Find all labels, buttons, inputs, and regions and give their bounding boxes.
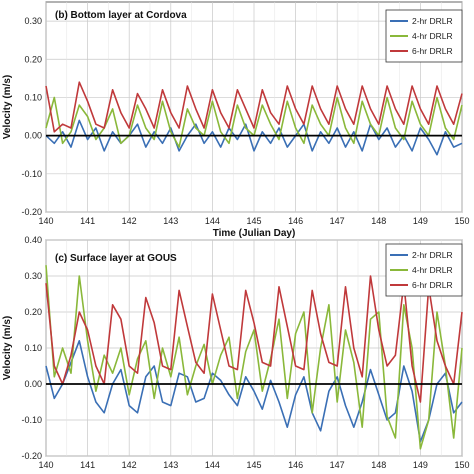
panel2-x-tick-label: 143 xyxy=(163,460,178,470)
panel1-legend-label-3: 6-hr DRLR xyxy=(412,46,453,56)
panel1-legend-box xyxy=(385,9,463,63)
panel2-y-tick-label: -0.10 xyxy=(21,415,42,425)
panel2-x-tick-label: 145 xyxy=(246,460,261,470)
panel1-x-tick-label: 150 xyxy=(454,216,469,226)
panel1-y-tick-label: -0.10 xyxy=(21,169,42,179)
panel2-y-tick-label: 0.00 xyxy=(24,379,42,389)
panel1-x-tick-label: 141 xyxy=(80,216,95,226)
panel2-legend-label-3: 6-hr DRLR xyxy=(412,280,453,290)
panel2-series-line-1 xyxy=(45,340,463,443)
panel2-x-tick-label: 146 xyxy=(288,460,303,470)
panel2-y-tick-label: -0.20 xyxy=(21,451,42,461)
panel2-x-tick-label: 148 xyxy=(371,460,386,470)
panel2-x-tick-label: 140 xyxy=(38,460,53,470)
panel1-x-tick-label: 144 xyxy=(205,216,220,226)
panel1-x-tick-label: 145 xyxy=(246,216,261,226)
panel1-y-tick-label: 0.20 xyxy=(24,54,42,64)
panel1-y-tick-label: 0.10 xyxy=(24,92,42,102)
panel2-x-tick-label: 149 xyxy=(413,460,428,470)
panel1-x-tick-label: 147 xyxy=(330,216,345,226)
panel2-legend-label-1: 2-hr DRLR xyxy=(412,250,453,260)
panel2-x-tick-label: 142 xyxy=(122,460,137,470)
panel1-legend-label-1: 2-hr DRLR xyxy=(412,16,453,26)
panel1-x-axis-label: Time (Julian Day) xyxy=(213,228,296,239)
panel1-series-line-3 xyxy=(45,81,463,133)
panel1-x-tick-label: 146 xyxy=(288,216,303,226)
panel1-y-tick-label: 0.00 xyxy=(24,131,42,141)
panel1-y-tick-label: 0.30 xyxy=(24,16,42,26)
panel2-x-tick-label: 150 xyxy=(454,460,469,470)
panel1-y-tick-label: -0.20 xyxy=(21,207,42,217)
panel1-x-tick-label: 140 xyxy=(38,216,53,226)
panel1-x-tick-label: 143 xyxy=(163,216,178,226)
panel2-title: (c) Surface layer at GOUS xyxy=(55,253,177,264)
panel2-y-tick-label: 0.30 xyxy=(24,271,42,281)
panel2-legend-label-2: 4-hr DRLR xyxy=(412,265,453,275)
panel1-title: (b) Bottom layer at Cordova xyxy=(55,10,187,21)
panel2-x-tick-label: 141 xyxy=(80,460,95,470)
panel2-series-line-3 xyxy=(45,275,463,403)
panel1-x-tick-label: 149 xyxy=(413,216,428,226)
panel2-y-tick-label: 0.10 xyxy=(24,343,42,353)
panel2-y-tick-label: 0.20 xyxy=(24,307,42,317)
panel2-series-line-2 xyxy=(45,265,463,450)
panel2-y-axis-label: Velocity (m/s) xyxy=(2,316,13,380)
panel2-x-tick-label: 147 xyxy=(330,460,345,470)
panel1-y-axis-label: Velocity (m/s) xyxy=(2,75,13,139)
panel1-x-tick-label: 148 xyxy=(371,216,386,226)
panel2-x-tick-label: 144 xyxy=(205,460,220,470)
panel1-legend-label-2: 4-hr DRLR xyxy=(412,31,453,41)
panel2-y-tick-label: 0.40 xyxy=(24,235,42,245)
panel1-x-tick-label: 142 xyxy=(122,216,137,226)
